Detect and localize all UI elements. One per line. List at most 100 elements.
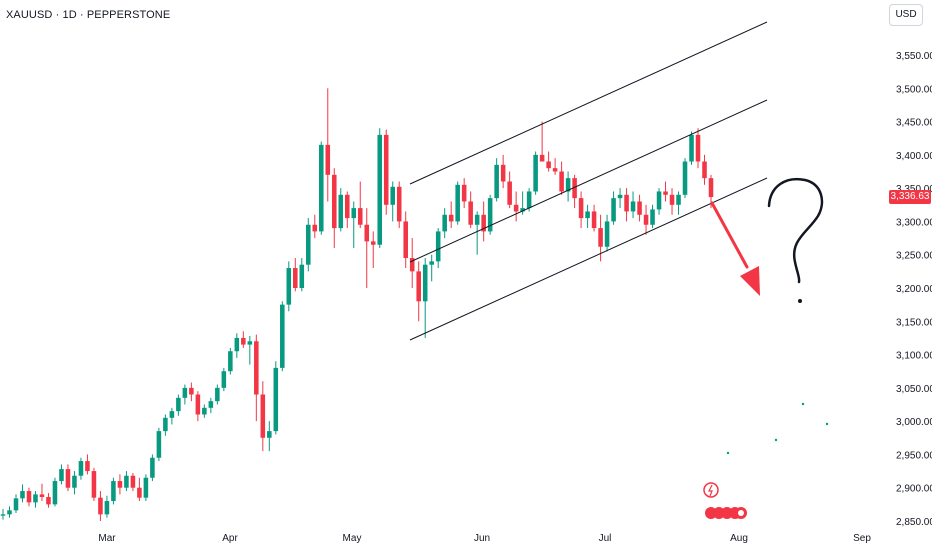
candle-body <box>137 487 142 498</box>
candle-body <box>546 161 551 169</box>
candle-body <box>539 154 545 162</box>
candle <box>306 218 311 272</box>
candle <box>663 181 668 202</box>
candle-body <box>624 194 629 212</box>
candle-body <box>370 241 376 245</box>
candle <box>46 493 51 508</box>
candle <box>617 188 623 209</box>
candle <box>357 181 363 229</box>
candle-body <box>676 194 681 205</box>
candle-body <box>552 168 558 172</box>
candle <box>578 191 584 229</box>
candle <box>195 391 201 422</box>
candle <box>604 214 610 252</box>
candle <box>468 191 473 229</box>
candle <box>286 261 292 312</box>
channel-lower-line[interactable] <box>409 177 768 341</box>
candle <box>65 464 71 492</box>
candle <box>338 188 344 232</box>
y-tick-label: 3,100.00 <box>896 351 932 362</box>
candle-body <box>286 268 292 305</box>
y-tick-label: 3,350.00 <box>896 184 932 195</box>
candle <box>448 201 454 229</box>
candle-body <box>513 204 519 212</box>
candle-body <box>150 457 155 478</box>
candle <box>72 471 77 495</box>
candle <box>422 258 428 338</box>
event-badges[interactable] <box>703 482 747 519</box>
candle-body <box>247 341 253 345</box>
candle-body <box>20 491 25 499</box>
candle-body <box>234 337 240 352</box>
candle <box>20 484 25 503</box>
candle <box>656 188 662 215</box>
y-axis: 3,550.00 3,500.00 3,450.00 3,400.00 3,350.00… <box>896 51 932 528</box>
candle <box>39 483 45 502</box>
candle <box>591 204 597 232</box>
candle-body <box>357 208 363 225</box>
candle-body <box>215 387 220 402</box>
y-tick-label: 3,250.00 <box>896 251 932 262</box>
candle-body <box>195 394 201 415</box>
candle-body <box>85 461 90 472</box>
down-arrow-annotation[interactable] <box>710 201 760 296</box>
candle <box>293 258 298 292</box>
candle <box>429 254 434 282</box>
candle <box>124 471 129 492</box>
last-price-tag: 3,336.63 <box>889 190 931 204</box>
candle-body <box>559 171 564 192</box>
candle-body <box>377 134 383 245</box>
x-tick-label: Apr <box>222 533 238 544</box>
candle <box>370 231 376 269</box>
candle-body <box>695 134 701 162</box>
x-tick-label: Sep <box>853 533 871 544</box>
candle-body <box>481 214 486 232</box>
candle-body <box>202 407 207 415</box>
candle-body <box>396 186 402 222</box>
candle-body <box>455 184 460 222</box>
x-tick-label: Jun <box>474 533 490 544</box>
candle <box>507 171 512 209</box>
candle-body <box>383 134 389 205</box>
candle <box>533 151 538 195</box>
y-tick-label: 3,150.00 <box>896 317 932 328</box>
candle <box>85 454 90 475</box>
x-axis: Mar Apr May Jun Jul Aug Sep <box>98 533 871 544</box>
candle-body <box>598 228 603 247</box>
candle-body <box>312 224 318 232</box>
candle-body <box>280 304 285 368</box>
candle-body <box>487 198 493 232</box>
candle <box>241 331 246 348</box>
y-tick-label: 3,450.00 <box>896 118 932 129</box>
candle <box>156 427 162 462</box>
candle-body <box>435 231 441 262</box>
candle-body <box>143 477 149 498</box>
candle <box>572 174 577 209</box>
candle <box>117 474 123 495</box>
candle <box>143 474 149 502</box>
candle-body <box>221 371 227 388</box>
candle-body <box>273 367 279 432</box>
question-mark-annotation[interactable] <box>767 177 824 303</box>
candle-body <box>585 211 590 219</box>
candle-body <box>689 134 694 162</box>
candle <box>312 214 318 239</box>
candle <box>513 191 519 222</box>
channel-middle-line[interactable] <box>409 99 768 263</box>
candle <box>260 381 266 452</box>
candle-body <box>65 469 71 488</box>
candle <box>228 347 233 375</box>
channel-upper-line[interactable] <box>409 21 768 185</box>
candle-body <box>52 481 58 505</box>
y-tick-label: 2,900.00 <box>896 484 932 495</box>
candle-body <box>416 271 421 302</box>
candle-body <box>267 431 272 438</box>
candle-body <box>228 351 233 372</box>
candle <box>351 201 357 249</box>
currency-button[interactable]: USD <box>889 4 923 26</box>
candle-body <box>306 224 311 265</box>
candle <box>624 188 629 222</box>
candle <box>13 494 19 514</box>
candle-body <box>260 394 266 438</box>
